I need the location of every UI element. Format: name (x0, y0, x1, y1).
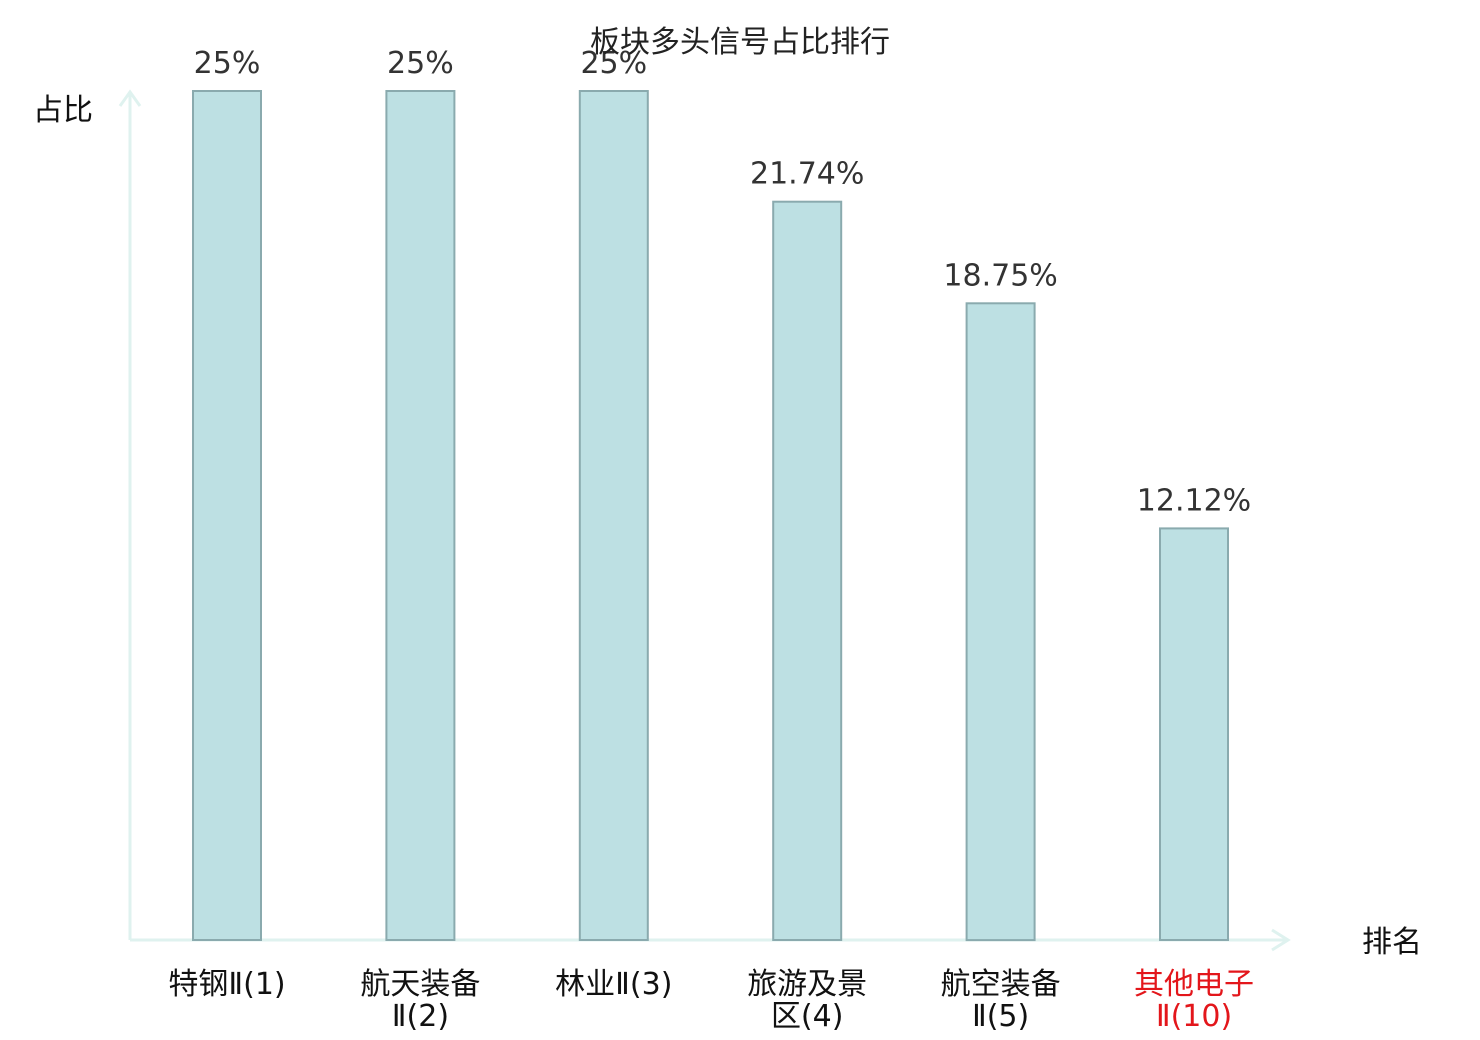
y-axis-label: 占比 (33, 93, 93, 128)
x-tick-label-5-line-1: 航空装备 (941, 967, 1061, 1002)
bar-4 (772, 200, 843, 941)
value-label-1: 25% (194, 46, 261, 81)
bar-1 (192, 90, 262, 941)
x-tick-label-5-line-2: Ⅱ(5) (972, 999, 1029, 1034)
x-tick-label-1-line-1: 特钢Ⅱ(1) (168, 967, 285, 1002)
bar-5 (965, 302, 1036, 942)
x-tick-label-4-line-1: 旅游及景 (747, 967, 867, 1002)
x-tick-label-4-line-2: 区(4) (771, 999, 844, 1034)
value-label-3: 25% (580, 46, 647, 81)
x-axis-arrow-icon (1271, 928, 1291, 952)
value-label-2: 25% (387, 46, 454, 81)
chart-axes (118, 89, 1291, 952)
chart-title: 板块多头信号占比排行 (590, 25, 890, 60)
value-labels-group: 25% 25% 25% 21.74% 18.75% 12.12% (194, 46, 1252, 518)
value-label-5: 18.75% (943, 258, 1057, 293)
x-axis-label: 排名 (1362, 925, 1422, 960)
bars-group (192, 90, 1229, 942)
bar-2 (385, 90, 456, 941)
bar-6 (1159, 527, 1229, 942)
x-tick-label-2-line-2: Ⅱ(2) (392, 999, 449, 1034)
bar-3 (578, 90, 649, 941)
x-tick-label-3-line-1: 林业Ⅱ(3) (555, 967, 672, 1002)
x-tick-label-2-line-1: 航天装备 (360, 967, 480, 1002)
value-label-4: 21.74% (750, 157, 864, 192)
value-label-6: 12.12% (1137, 483, 1251, 518)
x-tick-label-6-line-1: 其他电子 (1134, 967, 1254, 1002)
x-tick-label-6-line-2: Ⅱ(10) (1156, 999, 1232, 1034)
y-axis-arrow-icon (118, 89, 142, 107)
